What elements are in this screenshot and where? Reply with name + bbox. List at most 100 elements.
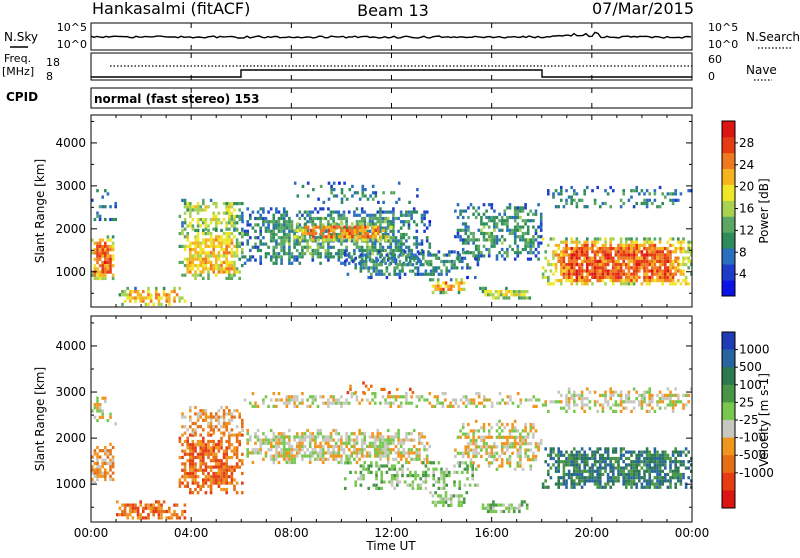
power-cell-9 — [467, 206, 470, 209]
velocity-cell-5 — [309, 445, 312, 448]
power-cell-10 — [500, 290, 503, 293]
velocity-cell-5 — [325, 435, 328, 438]
power-cell-5 — [301, 252, 304, 255]
power-cell-3 — [231, 274, 234, 277]
power-cell-8 — [429, 278, 432, 281]
power-cell-5 — [408, 249, 411, 252]
power-cell-9 — [535, 213, 538, 216]
power-cell-11 — [654, 260, 657, 263]
power-cell-12 — [654, 192, 657, 195]
power-cell-5 — [273, 233, 276, 236]
power-cell-5 — [374, 217, 377, 220]
power-cell-11 — [570, 247, 573, 250]
power-cell-5 — [254, 259, 257, 262]
power-cell-4 — [181, 199, 184, 202]
velocity-cell-4 — [212, 425, 215, 428]
power-cell-3 — [194, 251, 197, 254]
velocity-cell-11 — [615, 447, 618, 450]
velocity-cell-11 — [581, 473, 584, 476]
power-cell-6 — [385, 238, 388, 241]
power-cell-5 — [390, 246, 393, 249]
power-cell-3 — [194, 229, 197, 232]
power-cell-4 — [238, 202, 241, 205]
power-cell-9 — [506, 254, 509, 257]
power-cell-11 — [680, 269, 683, 272]
velocity-cell-11 — [599, 479, 602, 482]
power-cell-9 — [504, 222, 507, 225]
power-cell-12 — [586, 186, 589, 189]
power-cell-7 — [435, 270, 438, 273]
power-cell-11 — [602, 257, 605, 260]
velocity-cell-4 — [199, 412, 202, 415]
power-cell-11 — [625, 250, 628, 253]
power-cell-10 — [495, 296, 498, 299]
power-cell-7 — [430, 270, 433, 273]
power-cell-2 — [160, 303, 163, 306]
power-cell-11 — [599, 250, 602, 253]
velocity-cell-9 — [509, 455, 512, 458]
power-cell-4 — [212, 228, 215, 231]
velocity-cell-5 — [314, 458, 317, 461]
power-cell-12 — [646, 202, 649, 205]
velocity-cell-11 — [656, 454, 659, 457]
power-cell-0 — [109, 258, 112, 261]
power-cell-11 — [625, 279, 628, 282]
velocity-cell-9 — [478, 429, 481, 432]
power-cell-3 — [220, 264, 223, 267]
power-cell-3 — [215, 274, 218, 277]
power-cell-11 — [628, 263, 631, 266]
power-cell-11 — [643, 263, 646, 266]
power-cell-11 — [648, 244, 651, 247]
power-cell-9 — [491, 245, 494, 248]
power-cell-6 — [390, 226, 393, 229]
power-cell-8 — [432, 285, 435, 288]
velocity-cell-7 — [414, 477, 417, 480]
velocity-cell-7 — [344, 461, 347, 464]
power-cell-5 — [408, 236, 411, 239]
velocity-cell-10 — [492, 507, 495, 510]
velocity-cell-11 — [661, 483, 664, 486]
power-cell-5 — [366, 249, 369, 252]
velocity-cell-6 — [426, 398, 429, 401]
power-cell-7 — [417, 266, 420, 269]
power-cell-5 — [392, 211, 395, 214]
velocity-cell-3 — [223, 462, 226, 465]
power-cell-9 — [532, 245, 535, 248]
velocity-cell-5 — [257, 448, 260, 451]
velocity-cell-12 — [560, 394, 563, 397]
velocity-cell-4 — [225, 406, 228, 409]
velocity-cell-11 — [648, 486, 651, 489]
power-cell-11 — [615, 276, 618, 279]
velocity-cell-2 — [129, 504, 132, 507]
velocity-cell-2 — [176, 504, 179, 507]
power-cell-1 — [94, 218, 97, 221]
power-cell-11 — [617, 266, 620, 269]
velocity-cell-0 — [101, 472, 104, 475]
velocity-cell-5 — [301, 448, 304, 451]
power-cell-2 — [176, 293, 179, 296]
power-cell-11 — [651, 279, 654, 282]
velocity-cell-11 — [659, 463, 662, 466]
power-cell-3 — [207, 267, 210, 270]
velocity-cell-11 — [680, 460, 683, 463]
power-cell-3 — [192, 258, 195, 261]
power-cell-12 — [607, 192, 610, 195]
power-cell-7 — [367, 276, 370, 279]
power-cell-7 — [443, 260, 446, 263]
power-cell-5 — [278, 217, 281, 220]
power-cell-5 — [306, 214, 309, 217]
velocity-cell-12 — [583, 397, 586, 400]
power-cell-5 — [278, 255, 281, 258]
power-cell-3 — [205, 258, 208, 261]
velocity-cell-5 — [377, 429, 380, 432]
power-cell-5 — [280, 243, 283, 246]
power-cell-4 — [228, 208, 231, 211]
power-cell-11 — [615, 247, 618, 250]
power-cell-13 — [328, 198, 331, 201]
power-cell-6 — [328, 229, 331, 232]
power-cell-0 — [94, 267, 97, 270]
velocity-cell-11 — [669, 476, 672, 479]
velocity-cell-1 — [96, 397, 99, 400]
power-cell-7 — [393, 254, 396, 257]
velocity-cell-7 — [344, 477, 347, 480]
